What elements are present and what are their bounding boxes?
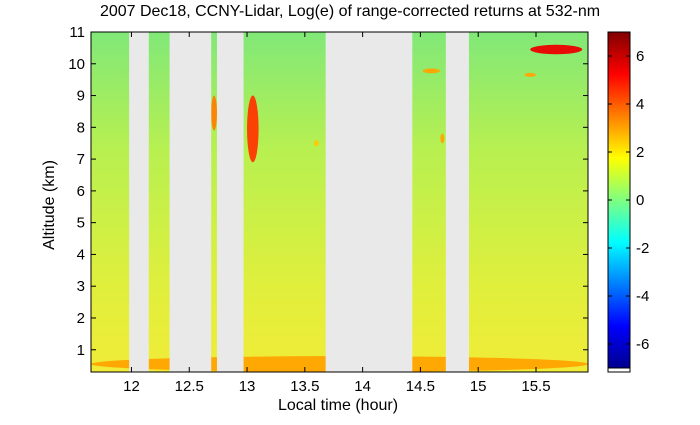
y-axis-label: Altitude (km) <box>41 160 58 250</box>
x-axis: 12 12.5 13 13.5 14 14.5 15 15.5 <box>123 32 551 395</box>
gaps-layer <box>129 32 469 372</box>
plot-frame <box>90 31 589 373</box>
colorbar-tick-label: 2 <box>636 144 644 161</box>
y-tick-label: 8 <box>77 119 85 136</box>
chart-title: 2007 Dec18, CCNY-Lidar, Log(e) of range-… <box>99 3 601 20</box>
colorbar-ticks: -6 -4 -2 0 2 4 6 <box>608 48 649 353</box>
y-tick-label: 3 <box>77 278 85 295</box>
data-gap-1 <box>169 32 212 372</box>
feature-cloud-2 <box>422 68 441 74</box>
data-gap-0 <box>129 32 149 372</box>
x-tick-label: 14 <box>354 378 371 395</box>
x-tick-label: 13 <box>239 378 256 395</box>
y-tick-label: 6 <box>77 183 85 200</box>
y-tick-label: 4 <box>77 246 85 263</box>
x-axis-label: Local time (hour) <box>278 397 398 414</box>
colorbar-tick-label: -4 <box>636 288 649 305</box>
colorbar-tick-label: -6 <box>636 336 649 353</box>
y-tick-label: 5 <box>77 215 85 232</box>
y-tick-label: 2 <box>77 310 85 327</box>
y-tick-label: 7 <box>77 151 85 168</box>
colorbar-tick-label: 6 <box>636 48 644 65</box>
colorbar-tick-label: -2 <box>636 240 649 257</box>
y-tick-label: 11 <box>69 24 85 41</box>
feature-cloud-0 <box>530 44 583 55</box>
data-gap-4 <box>445 32 469 372</box>
y-tick-label: 10 <box>68 56 85 73</box>
x-tick-label: 15.5 <box>521 378 550 395</box>
colorbar <box>608 32 630 368</box>
x-tick-label: 12.5 <box>175 378 204 395</box>
x-tick-label: 15 <box>470 378 487 395</box>
y-tick-label: 1 <box>77 342 85 359</box>
y-tick-label: 9 <box>77 88 85 105</box>
colorbar-tick-label: 4 <box>636 96 644 113</box>
feature-cloud-6 <box>314 140 319 147</box>
x-tick-label: 12 <box>123 378 140 395</box>
data-gap-2 <box>216 32 244 372</box>
colorbar-tick-label: 0 <box>636 192 644 209</box>
feature-cloud-1 <box>524 72 536 77</box>
colorbar-bottom-stub <box>607 367 631 373</box>
x-tick-label: 13.5 <box>290 378 319 395</box>
feature-cloud-3 <box>211 95 217 131</box>
data-gap-3 <box>325 32 413 372</box>
feature-cloud-4 <box>247 95 259 163</box>
y-axis: 1 2 3 4 5 6 7 8 9 10 11 <box>68 24 588 359</box>
x-tick-label: 14.5 <box>406 378 435 395</box>
feature-cloud-5 <box>440 133 445 144</box>
